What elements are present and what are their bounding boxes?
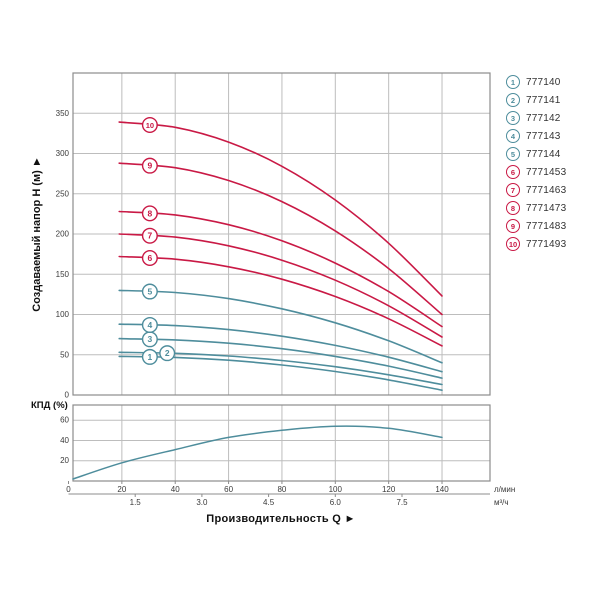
curve-marker-label-9: 9 <box>148 161 153 171</box>
xtick-label-lmin: 60 <box>224 485 233 494</box>
legend-code-label: 7771453 <box>526 166 567 178</box>
legend: 1 777140 2 777141 3 777142 4 777143 5 777144 6 7771… <box>506 73 566 253</box>
legend-item-8: 8 7771473 <box>506 199 566 217</box>
pump-curve-4 <box>118 323 443 373</box>
legend-number-badge: 8 <box>506 201 520 215</box>
legend-number-badge: 6 <box>506 165 520 179</box>
curve-marker-label-10: 10 <box>146 121 154 130</box>
legend-number-badge: 1 <box>506 75 520 89</box>
xtick-label-lmin: 120 <box>382 485 396 494</box>
xtick-label-lmin: 40 <box>171 485 180 494</box>
curve-marker-5 <box>141 283 158 300</box>
curve-marker-8 <box>141 205 158 222</box>
legend-item-7: 7 7771463 <box>506 181 566 199</box>
curve-marker-4 <box>141 316 158 333</box>
unit-lmin-label: л/мин <box>494 485 515 494</box>
kpd-ytick-label: 20 <box>60 456 69 465</box>
x-axis-title-flow: Производительность Q ► <box>206 513 356 525</box>
xtick-label-lmin: 20 <box>117 485 126 494</box>
pump-curve-5 <box>118 289 443 364</box>
curve-marker-label-8: 8 <box>148 208 153 218</box>
legend-number-badge: 10 <box>506 237 520 251</box>
legend-code-label: 777141 <box>526 94 561 106</box>
curve-marker-1 <box>141 348 158 365</box>
legend-item-5: 5 777144 <box>506 145 566 163</box>
legend-code-label: 7771473 <box>526 202 567 214</box>
curve-marker-6 <box>141 249 158 266</box>
legend-code-label: 7771463 <box>526 184 567 196</box>
curve-marker-label-6: 6 <box>148 253 153 263</box>
curve-marker-label-2: 2 <box>165 348 170 358</box>
pump-curve-7 <box>118 233 443 338</box>
legend-item-6: 6 7771453 <box>506 163 566 181</box>
curve-marker-9 <box>141 157 158 174</box>
curve-marker-label-3: 3 <box>148 334 153 344</box>
xtick-label-lmin: 140 <box>435 485 449 494</box>
legend-number-badge: 3 <box>506 111 520 125</box>
legend-code-label: 777140 <box>526 76 561 88</box>
y-axis-title-efficiency: КПД (%) <box>31 400 68 411</box>
head-ytick-label: 250 <box>56 189 70 198</box>
legend-code-label: 777142 <box>526 112 561 124</box>
y-axis-title-head: Создаваемый напор H (м) ► <box>31 156 43 312</box>
legend-code-label: 7771493 <box>526 238 567 250</box>
legend-item-9: 9 7771483 <box>506 217 566 235</box>
xtick-label-m3h: 6.0 <box>330 498 342 507</box>
curve-marker-label-4: 4 <box>148 320 153 330</box>
head-ytick-label: 300 <box>56 149 70 158</box>
head-ytick-label: 350 <box>56 109 70 118</box>
unit-m3h-label: м³/ч <box>494 498 509 507</box>
head-ytick-label: 50 <box>60 350 69 359</box>
xtick-label-m3h: 3.0 <box>196 498 208 507</box>
kpd-ytick-label: 40 <box>60 436 69 445</box>
curve-marker-2 <box>159 345 176 362</box>
legend-item-1: 1 777140 <box>506 73 566 91</box>
legend-item-10: 10 7771493 <box>506 235 566 253</box>
pump-curve-9 <box>118 162 443 316</box>
legend-item-4: 4 777143 <box>506 127 566 145</box>
legend-code-label: 777143 <box>526 130 561 142</box>
pump-curve-6 <box>118 255 443 347</box>
legend-item-2: 2 777141 <box>506 91 566 109</box>
pump-curve-8 <box>118 210 443 328</box>
legend-code-label: 777144 <box>526 148 561 160</box>
legend-number-badge: 7 <box>506 183 520 197</box>
curve-marker-7 <box>141 227 158 244</box>
legend-number-badge: 2 <box>506 93 520 107</box>
legend-number-badge: 4 <box>506 129 520 143</box>
xtick-label-lmin: 100 <box>329 485 343 494</box>
head-ytick-label: 100 <box>56 310 70 319</box>
legend-number-badge: 5 <box>506 147 520 161</box>
legend-item-3: 3 777142 <box>506 109 566 127</box>
head-ytick-label: 0 <box>65 391 70 400</box>
curve-marker-10 <box>141 116 158 133</box>
xtick-label-m3h: 4.5 <box>263 498 275 507</box>
xtick-label-lmin: 0 <box>66 485 71 494</box>
pump-curve-10 <box>118 121 443 297</box>
curve-marker-label-5: 5 <box>148 286 153 296</box>
legend-code-label: 7771483 <box>526 220 567 232</box>
xtick-label-lmin: 80 <box>277 485 286 494</box>
pump-curve-1 <box>118 355 443 391</box>
curve-marker-label-7: 7 <box>148 231 153 241</box>
main-plot-border <box>72 72 491 396</box>
efficiency-curve <box>72 425 443 480</box>
head-ytick-label: 150 <box>56 270 70 279</box>
pump-curve-3 <box>118 337 443 379</box>
legend-number-badge: 9 <box>506 219 520 233</box>
kpd-ytick-label: 60 <box>60 416 69 425</box>
curve-marker-label-1: 1 <box>148 352 153 362</box>
xtick-label-m3h: 1.5 <box>130 498 142 507</box>
xtick-label-m3h: 7.5 <box>396 498 408 507</box>
head-ytick-label: 200 <box>56 230 70 239</box>
